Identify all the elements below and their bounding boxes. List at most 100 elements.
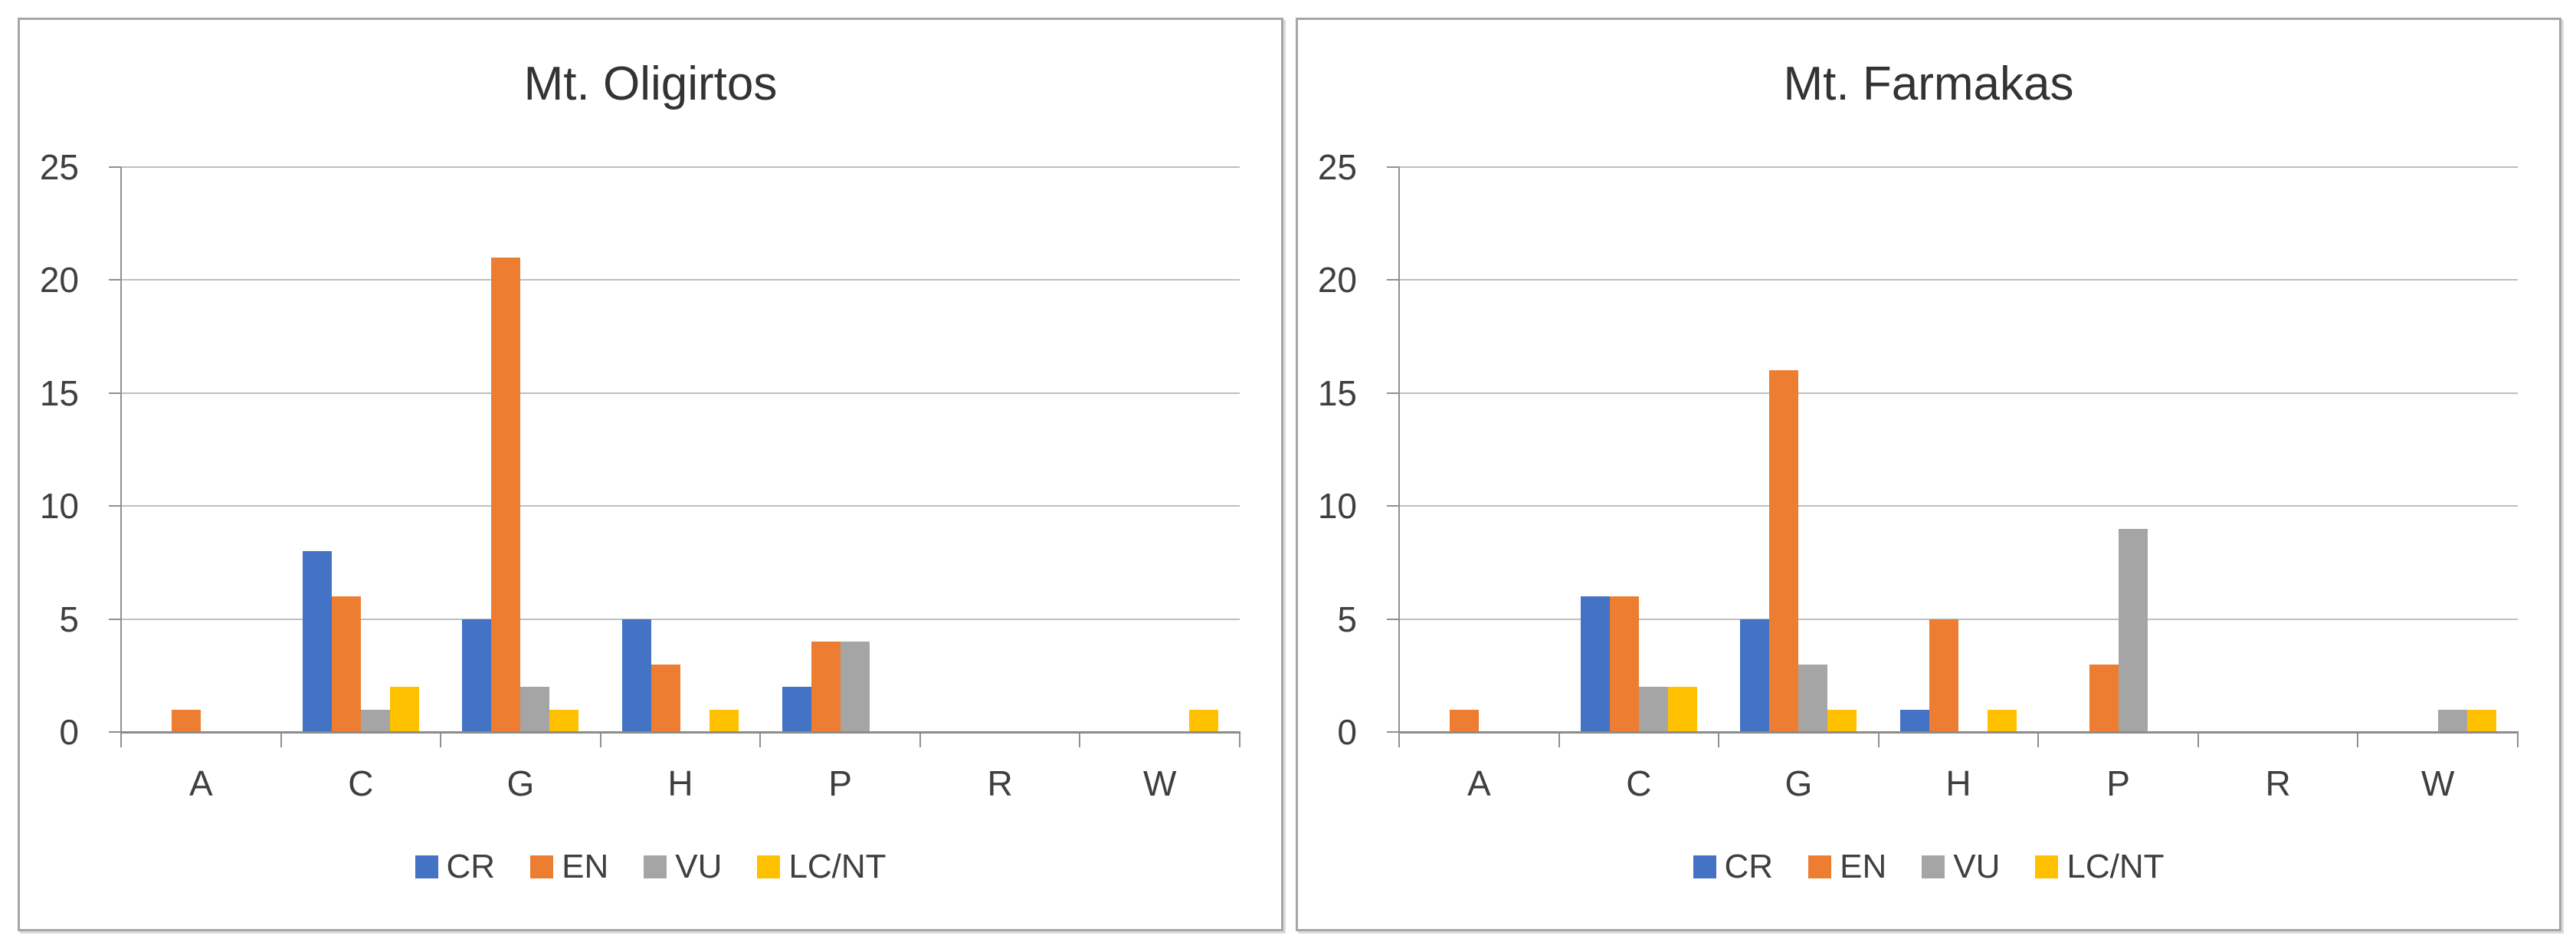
y-axis-tick-label: 25	[1317, 147, 1357, 187]
x-axis-category-label: A	[188, 763, 213, 803]
bar-H-EN	[1929, 619, 1958, 732]
y-axis-tick	[109, 166, 121, 168]
bar-C-LC-NT	[389, 687, 419, 732]
legend-label: LC/NT	[788, 848, 887, 885]
x-axis-category-label: R	[987, 763, 1013, 803]
bar-G-EN	[491, 257, 521, 732]
legend-item-CR: CR	[415, 848, 496, 886]
right-chart-panel: Mt. Farmakas 0 5 10 15 20 25 A C G H P R W CR EN VU LC/…	[1296, 18, 2561, 931]
x-axis-category-label: P	[828, 763, 852, 803]
y-axis-tick-label: 20	[39, 260, 79, 300]
bar-C-VU	[360, 709, 390, 732]
legend-label: VU	[1953, 848, 2001, 885]
x-axis-category-label: C	[348, 763, 374, 803]
y-axis-tick	[1387, 392, 1399, 394]
gridline-5	[1399, 618, 2518, 620]
legend-item-EN: EN	[1808, 848, 1886, 886]
y-axis-tick	[109, 392, 121, 394]
bar-A-EN	[172, 709, 202, 732]
legend-swatch-icon	[2035, 855, 2059, 878]
legend-swatch-icon	[530, 855, 554, 878]
bar-G-LC-NT	[549, 709, 579, 732]
gridline-15	[121, 392, 1240, 394]
y-axis-tick	[1387, 279, 1399, 281]
legend-label: LC/NT	[2066, 848, 2165, 885]
legend-item-VU: VU	[644, 848, 722, 886]
x-axis-tick	[280, 732, 282, 747]
x-axis-tick	[1079, 732, 1081, 747]
y-axis-tick-label: 25	[39, 147, 79, 187]
bar-G-CR	[462, 619, 492, 732]
legend-label: EN	[562, 848, 609, 885]
y-axis-tick	[1387, 731, 1399, 733]
legend-item-CR: CR	[1693, 848, 1773, 886]
y-axis-tick	[109, 731, 121, 733]
bar-W-LC-NT	[2466, 709, 2496, 732]
y-axis-tick-label: 15	[39, 373, 79, 413]
x-axis-tick	[2357, 732, 2359, 747]
x-axis-tick	[599, 732, 601, 747]
x-axis-line	[1398, 731, 2519, 734]
plot-area: 0 5 10 15 20 25 A C G H P R W	[40, 149, 1240, 801]
y-axis-tick	[1387, 618, 1399, 620]
legend-item-LC-NT: LC/NT	[2035, 848, 2164, 886]
bar-H-LC-NT	[1988, 709, 2017, 732]
legend-label: VU	[675, 848, 723, 885]
x-axis-tick	[2037, 732, 2040, 747]
legend-swatch-icon	[1808, 855, 1832, 878]
bar-C-LC-NT	[1667, 687, 1697, 732]
y-axis-tick-label: 15	[1317, 373, 1357, 413]
legend-swatch-icon	[644, 855, 667, 878]
x-axis-line	[120, 731, 1240, 734]
legend-swatch-icon	[1922, 855, 1945, 878]
x-axis-tick	[1877, 732, 1880, 747]
legend-item-LC-NT: LC/NT	[757, 848, 886, 886]
x-axis-tick	[2197, 732, 2199, 747]
x-axis-category-label: H	[1945, 763, 1971, 803]
y-axis-tick-label: 10	[39, 486, 79, 527]
y-axis-tick-label: 0	[1337, 712, 1357, 752]
y-axis-tick	[109, 279, 121, 281]
bar-P-VU	[2118, 528, 2148, 732]
gridline-15	[1399, 392, 2518, 394]
y-axis-tick	[109, 505, 121, 507]
x-axis-tick	[120, 732, 122, 747]
x-axis-category-label: W	[2420, 763, 2455, 803]
legend-label: CR	[446, 848, 496, 885]
bar-H-CR	[622, 619, 651, 732]
y-axis-tick-label: 5	[59, 599, 79, 639]
legend-swatch-icon	[1693, 855, 1716, 878]
legend-item-EN: EN	[530, 848, 608, 886]
x-axis-tick	[1558, 732, 1560, 747]
x-axis-tick	[1718, 732, 1720, 747]
x-axis-tick	[2517, 732, 2519, 747]
bar-C-CR	[1580, 596, 1610, 732]
bar-G-EN	[1769, 370, 1799, 732]
x-axis-tick	[759, 732, 762, 747]
x-axis-category-label: P	[2106, 763, 2130, 803]
x-axis-tick	[1398, 732, 1400, 747]
y-axis-tick-label: 5	[1337, 599, 1357, 639]
bar-P-EN	[811, 642, 841, 732]
bar-A-EN	[1450, 709, 1480, 732]
bar-H-LC-NT	[710, 709, 739, 732]
bar-H-EN	[651, 664, 680, 732]
gridline-10	[121, 505, 1240, 507]
chart-legend: CR EN VU LC/NT	[1298, 848, 2559, 886]
x-axis-category-label: A	[1467, 763, 1491, 803]
x-axis-tick	[440, 732, 442, 747]
y-axis-tick	[1387, 505, 1399, 507]
bar-P-CR	[782, 687, 811, 732]
bar-W-VU	[2437, 709, 2467, 732]
y-axis-tick	[1387, 166, 1399, 168]
y-axis-tick	[109, 618, 121, 620]
bar-G-CR	[1740, 619, 1770, 732]
left-chart-panel: Mt. Oligirtos 0 5 10 15 20 25 A C G H P R W CR EN VU LC…	[18, 18, 1283, 931]
gridline-25	[121, 166, 1240, 168]
bar-G-LC-NT	[1827, 709, 1857, 732]
x-axis-category-label: W	[1142, 763, 1177, 803]
chart-title: Mt. Farmakas	[1783, 57, 2074, 110]
gridline-5	[121, 618, 1240, 620]
bar-H-CR	[1900, 709, 1929, 732]
x-axis-category-label: G	[1785, 763, 1813, 803]
